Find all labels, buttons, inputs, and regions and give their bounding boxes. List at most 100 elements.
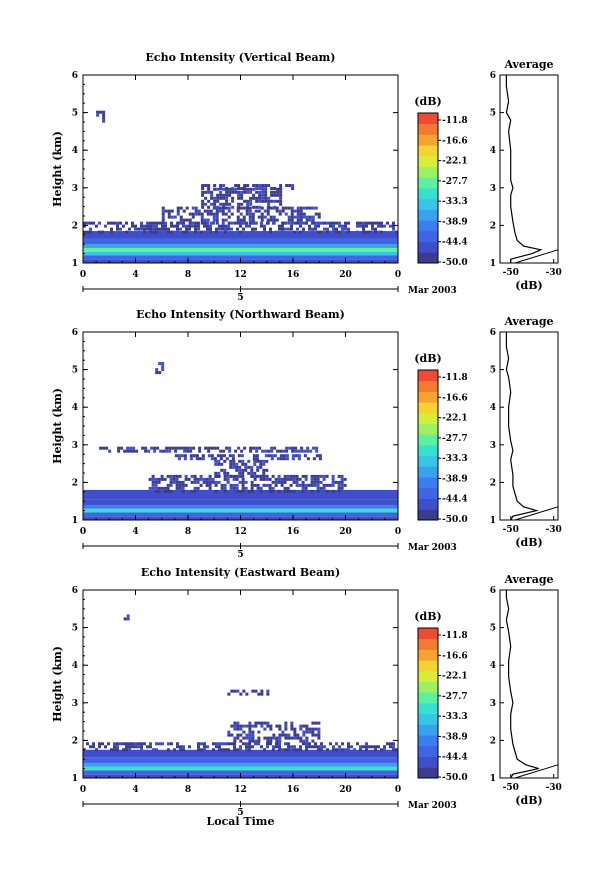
y-tick-label: 2 (72, 478, 78, 488)
x-tick-label: 20 (339, 527, 352, 537)
heatmap-cell (194, 209, 198, 213)
heatmap-cell (322, 486, 326, 490)
heatmap-cell (167, 227, 170, 231)
colorbar-swatch (418, 670, 438, 682)
heatmap-cell (232, 465, 236, 469)
heatmap-cell (323, 745, 326, 749)
heatmap-cell (205, 483, 209, 487)
heatmap-cell (392, 748, 395, 752)
heatmap-cell (268, 486, 272, 490)
heatmap-cell (314, 721, 318, 725)
heatmap-cell (246, 184, 250, 188)
heatmap-cell (263, 748, 266, 752)
heatmap-cell (240, 187, 244, 191)
heatmap-cell (258, 205, 262, 209)
heatmap-cell (222, 196, 226, 200)
heatmap-cell (215, 230, 218, 234)
heatmap-cell (166, 489, 170, 493)
heatmap-cell (117, 446, 121, 450)
heatmap-cell (271, 486, 275, 490)
heatmap-cell (302, 227, 305, 231)
heatmap-cell (223, 489, 227, 493)
heatmap-cell (160, 486, 164, 490)
heatmap-cell (206, 227, 209, 231)
heatmap-cell (96, 113, 100, 117)
heatmap-cell (229, 483, 233, 487)
heatmap-cell (224, 224, 227, 228)
heatmap-cell (314, 745, 317, 749)
heatmap-cell (248, 212, 252, 216)
heatmap-cell (356, 230, 359, 234)
heatmap-cell (216, 193, 220, 197)
heatmap-cell (219, 449, 223, 453)
heatmap-cell (302, 221, 305, 225)
avg-y-tick-label: 3 (490, 441, 496, 451)
heatmap-cell (214, 474, 218, 478)
heatmap-cell (317, 733, 321, 737)
heatmap-cell (255, 449, 259, 453)
heatmap-cell (286, 489, 290, 493)
avg-profile-line (505, 332, 539, 521)
colorbar-tick-label: -44.4 (442, 495, 468, 505)
colorbar-swatch (418, 767, 438, 779)
heatmap-cell (240, 449, 244, 453)
heatmap-cell (305, 218, 309, 222)
heatmap-cell (217, 480, 221, 484)
colorbar-tick-label: -27.7 (442, 692, 468, 702)
colorbar-tick-label: -33.3 (442, 712, 468, 722)
heatmap-cell (92, 745, 95, 749)
avg-x-tick-label: -30 (546, 525, 562, 535)
heatmap-cell (197, 209, 201, 213)
heatmap-cell (175, 483, 179, 487)
heatmap-cell (104, 745, 107, 749)
heatmap-cell (222, 449, 226, 453)
avg-y-tick-label: 5 (490, 366, 496, 376)
heatmap-cell (203, 224, 206, 228)
heatmap-cell (167, 215, 171, 219)
heatmap-cell (284, 736, 288, 740)
heatmap-cell (110, 227, 113, 231)
heatmap-cell (86, 742, 89, 746)
heatmap-cell (317, 212, 321, 216)
heatmap-cell (243, 184, 247, 188)
heatmap-cell (251, 689, 255, 693)
heatmap-cell (293, 215, 297, 219)
heatmap-cell (292, 480, 296, 484)
heatmap-cell (299, 215, 303, 219)
heatmap-cell (217, 474, 221, 478)
heatmap-cell (312, 457, 316, 461)
heatmap-cell (157, 480, 161, 484)
heatmap-cell (337, 483, 341, 487)
heatmap-cell (252, 187, 256, 191)
heatmap-cell (205, 489, 209, 493)
heatmap-cell (117, 449, 121, 453)
heatmap-cell (98, 745, 101, 749)
heatmap-cell (251, 736, 255, 740)
heatmap-cell (282, 454, 286, 458)
heatmap-cell (296, 221, 299, 225)
heatmap-cell (225, 187, 229, 191)
heatmap-cell (196, 480, 200, 484)
heatmap-cell (174, 446, 178, 450)
heatmap-cell (284, 748, 287, 752)
heatmap-cell (210, 454, 214, 458)
heatmap-layer (83, 512, 398, 517)
heatmap-cell (242, 215, 246, 219)
heatmap-cell (223, 486, 227, 490)
heatmap-cell (317, 721, 321, 725)
heatmap-cell (275, 739, 279, 743)
heatmap-cell (279, 457, 283, 461)
heatmap-cell (248, 721, 252, 725)
heatmap-cell (272, 748, 275, 752)
colorbar-tick-label: -11.8 (442, 631, 468, 641)
heatmap-cell (270, 449, 274, 453)
heatmap-cell (248, 218, 252, 222)
heatmap-cell (257, 215, 261, 219)
heatmap-cell (264, 190, 268, 194)
colorbar-swatch (418, 402, 438, 414)
heatmap-cell (266, 689, 270, 693)
heatmap-cell (206, 230, 209, 234)
x-tick-label: 0 (395, 785, 401, 795)
panel-title: Echo Intensity (Eastward Beam) (141, 566, 340, 579)
heatmap-cell (132, 446, 136, 450)
